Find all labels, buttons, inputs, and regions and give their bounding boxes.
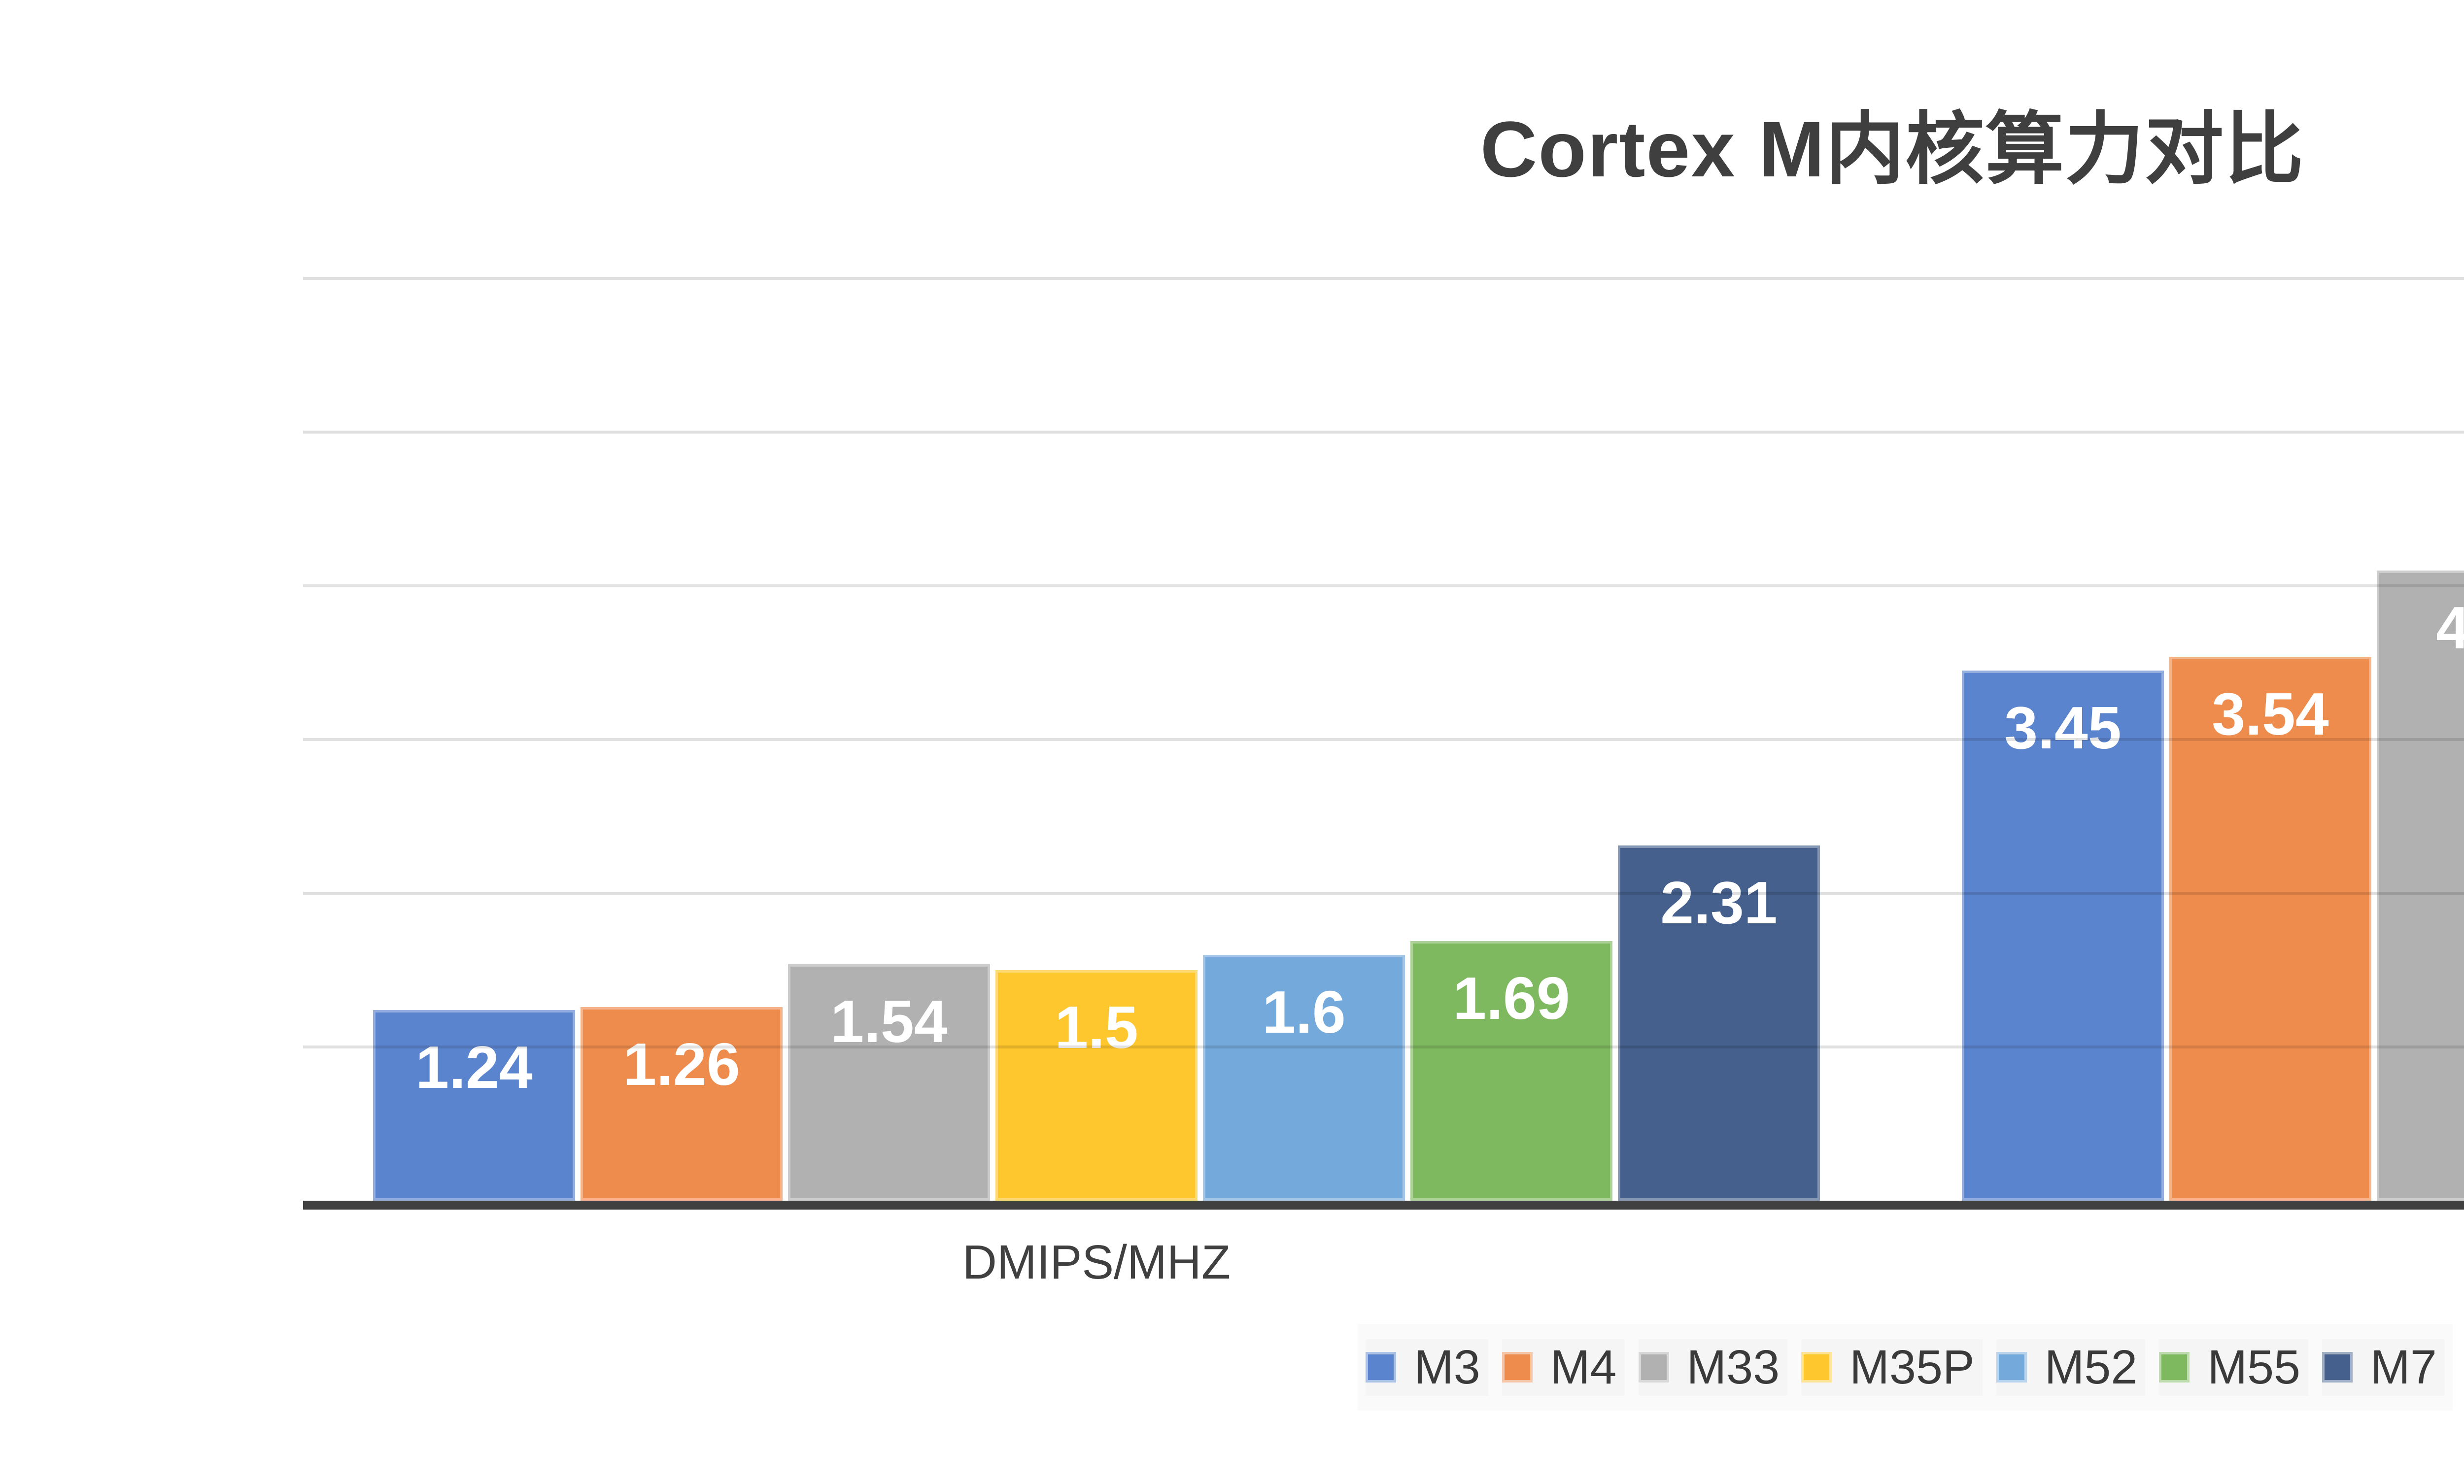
value-label-M3-COREMARK/MHZ: 3.45	[2004, 694, 2122, 761]
legend-item-M33: M33	[1638, 1339, 1788, 1396]
legend-swatch-M3	[1366, 1352, 1396, 1383]
value-label-M33-COREMARK/MHZ: 4.1	[2436, 594, 2464, 661]
legend-swatch-M55	[2159, 1352, 2190, 1383]
gridline-6	[303, 277, 2464, 280]
bar-M3-DMIPS/MHZ: 1.24	[373, 1010, 575, 1201]
bar-M35P-DMIPS/MHZ: 1.5	[995, 970, 1198, 1201]
value-label-M33-DMIPS/MHZ: 1.54	[830, 988, 948, 1055]
value-label-M3-DMIPS/MHZ: 1.24	[415, 1034, 533, 1101]
chart-title: Cortex M内核算力对比	[1480, 105, 2305, 193]
value-label-M52-DMIPS/MHZ: 1.6	[1262, 978, 1346, 1046]
gridline-3	[303, 738, 2464, 741]
legend-label-M52: M52	[2044, 1340, 2138, 1394]
legend-item-M4: M4	[1502, 1339, 1625, 1396]
legend-item-M7: M7	[2322, 1339, 2445, 1396]
legend-item-M3: M3	[1366, 1339, 1488, 1396]
category-label-DMIPS/MHZ: DMIPS/MHZ	[962, 1235, 1231, 1289]
bar-M33-DMIPS/MHZ: 1.54	[788, 964, 990, 1201]
legend-item-M55: M55	[2159, 1339, 2309, 1396]
gridline-2	[303, 892, 2464, 895]
value-label-M55-DMIPS/MHZ: 1.69	[1453, 965, 1570, 1032]
bar-M7-DMIPS/MHZ: 2.31	[1618, 845, 1820, 1201]
bar-group-COREMARK/MHZ: 3.453.544.14.14.34.45.29	[1962, 388, 2464, 1201]
legend-swatch-M35P	[1801, 1352, 1832, 1383]
gridline-5	[303, 431, 2464, 434]
legend-swatch-M4	[1502, 1352, 1533, 1383]
legend-label-M35P: M35P	[1849, 1340, 1975, 1394]
legend-swatch-M52	[1996, 1352, 2027, 1383]
legend-item-M35P: M35P	[1801, 1339, 1983, 1396]
legend-swatch-M33	[1638, 1352, 1669, 1383]
legend-label-M3: M3	[1414, 1340, 1480, 1394]
bar-M55-DMIPS/MHZ: 1.69	[1410, 941, 1612, 1201]
bar-M33-COREMARK/MHZ: 4.1	[2377, 571, 2464, 1201]
gridline-4	[303, 584, 2464, 587]
bar-group-DMIPS/MHZ: 1.24 1.26 1.54 1.5 1.6 1.69 2.31	[373, 845, 1820, 1201]
bar-M4-COREMARK/MHZ: 3.54	[2169, 657, 2371, 1201]
bar-M3-COREMARK/MHZ: 3.45	[1962, 671, 2164, 1201]
value-label-M4-COREMARK/MHZ: 3.54	[2212, 680, 2329, 747]
legend: M3 M4 M33 M35P M52 M55 M7	[1358, 1324, 2453, 1411]
legend-label-M33: M33	[1686, 1340, 1780, 1394]
bar-M4-DMIPS/MHZ: 1.26	[581, 1007, 783, 1201]
legend-item-M52: M52	[1996, 1339, 2146, 1396]
value-label-M35P-DMIPS/MHZ: 1.5	[1055, 994, 1138, 1061]
legend-swatch-M7	[2322, 1352, 2353, 1383]
legend-label-M55: M55	[2207, 1340, 2301, 1394]
x-axis-line	[303, 1201, 2464, 1210]
gridline-1	[303, 1046, 2464, 1048]
bar-M52-DMIPS/MHZ: 1.6	[1203, 955, 1405, 1201]
category-label-COREMARK/MHZ: COREMARK/MHZ	[2094, 1235, 2464, 1290]
legend-label-M4: M4	[1550, 1340, 1617, 1394]
legend-label-M7: M7	[2370, 1340, 2437, 1394]
value-label-M4-DMIPS/MHZ: 1.26	[623, 1031, 740, 1098]
value-label-M7-DMIPS/MHZ: 2.31	[1660, 869, 1778, 936]
